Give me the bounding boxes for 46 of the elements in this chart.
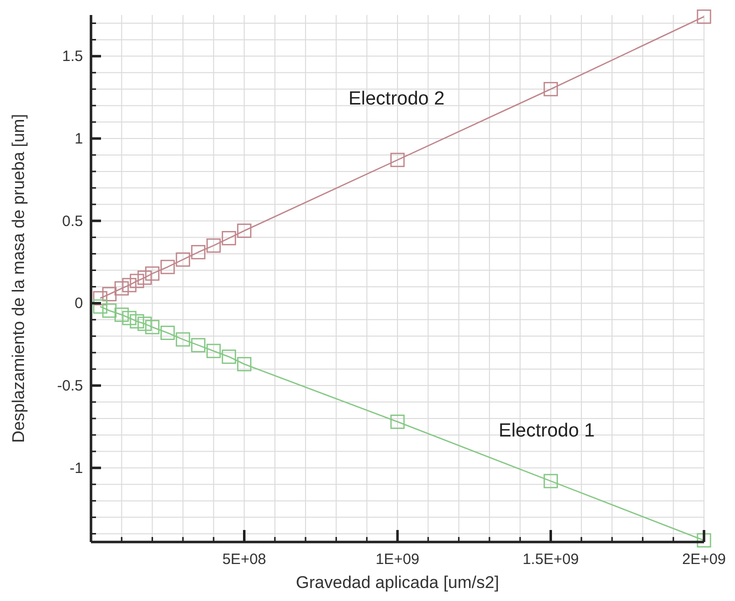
point bbox=[130, 274, 144, 288]
y-tick-label: 0.5 bbox=[62, 212, 83, 230]
series-label: Electrodo 1 bbox=[498, 420, 595, 442]
y-axis-title: Desplazamiento de la masa de prueba [um] bbox=[9, 114, 28, 443]
point bbox=[191, 245, 206, 260]
point bbox=[137, 316, 152, 331]
point bbox=[114, 281, 129, 296]
x-tick-label: 2E+09 bbox=[682, 551, 726, 568]
point bbox=[102, 303, 117, 318]
point bbox=[544, 82, 558, 96]
y-tick-label: -0.5 bbox=[57, 378, 83, 395]
x-tick-label: 1.5E+09 bbox=[522, 551, 579, 568]
point bbox=[696, 9, 712, 24]
point bbox=[696, 533, 712, 548]
point bbox=[130, 314, 144, 328]
point bbox=[114, 308, 129, 322]
point bbox=[137, 270, 152, 285]
point bbox=[160, 260, 175, 274]
point bbox=[122, 310, 136, 326]
point bbox=[206, 238, 221, 253]
point bbox=[544, 474, 558, 488]
point bbox=[222, 350, 236, 364]
x-axis-title: Gravedad aplicada [um/s2] bbox=[296, 573, 500, 592]
y-tick-label: 1 bbox=[74, 130, 83, 148]
point bbox=[93, 291, 108, 306]
point bbox=[145, 320, 160, 334]
point bbox=[222, 231, 236, 246]
point bbox=[93, 299, 108, 314]
point bbox=[160, 326, 175, 340]
point bbox=[237, 224, 252, 238]
point bbox=[191, 338, 206, 352]
point bbox=[237, 356, 252, 372]
point bbox=[176, 252, 190, 267]
y-tick-label: -1 bbox=[70, 460, 83, 477]
point bbox=[390, 152, 405, 168]
point bbox=[206, 344, 221, 358]
point bbox=[390, 414, 405, 429]
x-tick-label: 1E+09 bbox=[376, 551, 420, 568]
y-tick-label: 1.5 bbox=[62, 48, 83, 66]
point bbox=[102, 286, 117, 302]
series-label: Electrodo 2 bbox=[348, 88, 445, 110]
point bbox=[145, 266, 160, 281]
point bbox=[176, 332, 190, 347]
y-tick-label: 0 bbox=[74, 295, 83, 312]
x-tick-label: 5E+08 bbox=[222, 551, 266, 568]
point bbox=[122, 278, 136, 292]
